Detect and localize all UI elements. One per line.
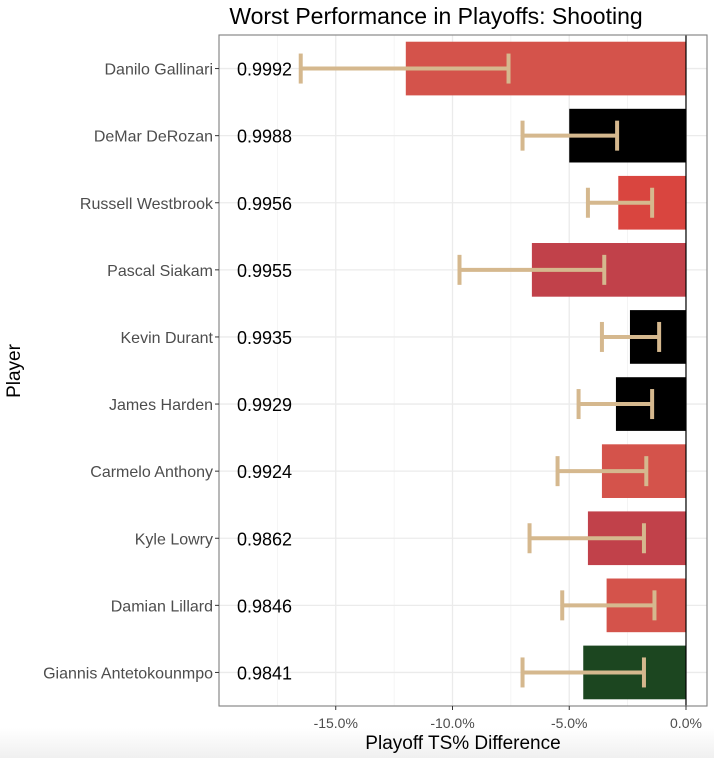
bar-label: 0.9846: [237, 596, 292, 616]
y-tick-label: Pascal Siakam: [107, 263, 213, 280]
x-axis: -15.0% -10.0% -5.0% 0.0%: [314, 706, 702, 731]
chart-title: Worst Performance in Playoffs: Shooting: [229, 3, 642, 29]
y-tick-label: DeMar DeRozan: [94, 129, 213, 146]
y-tick-label: Giannis Antetokounmpo: [43, 665, 213, 682]
panel-border: [218, 34, 708, 707]
y-tick-label: Carmelo Anthony: [90, 464, 213, 481]
error-bar: [298, 53, 511, 84]
error-bar: [560, 590, 657, 621]
bar-label: 0.9988: [237, 127, 292, 147]
bar-label: 0.9924: [237, 462, 292, 482]
x-tick-label: 0.0%: [670, 715, 702, 731]
bar-label: 0.9935: [237, 328, 292, 348]
error-bar: [576, 389, 655, 420]
error-bars: [298, 53, 662, 688]
bar-labels: 0.9992 0.9988 0.9956 0.9955 0.9935 0.9929 0.99…: [237, 60, 292, 684]
x-tick-label: -10.0%: [430, 715, 474, 731]
y-tick-label: Damian Lillard: [111, 598, 213, 615]
bar-label: 0.9955: [237, 261, 292, 281]
x-tick-label: -15.0%: [314, 715, 358, 731]
bar-label: 0.9956: [237, 194, 292, 214]
y-tick-label: James Harden: [109, 397, 213, 414]
error-bar: [457, 254, 607, 285]
error-bar: [520, 657, 646, 688]
error-bar: [585, 187, 655, 218]
error-bar: [555, 456, 649, 487]
bar-label: 0.9862: [237, 529, 292, 549]
bar-label: 0.9929: [237, 395, 292, 415]
y-tick-label: Russell Westbrook: [80, 196, 214, 213]
bar-label: 0.9841: [237, 663, 292, 683]
error-bar: [527, 523, 646, 554]
y-axis: Danilo Gallinari DeMar DeRozan Russell Wes…: [43, 62, 219, 682]
bar-label: 0.9992: [237, 60, 292, 80]
y-axis-title: Player: [4, 343, 25, 398]
y-tick-label: Kyle Lowry: [135, 531, 213, 548]
x-tick-label: -5.0%: [551, 715, 588, 731]
x-axis-title: Playoff TS% Difference: [365, 733, 560, 754]
error-bar: [520, 120, 620, 151]
y-tick-label: Danilo Gallinari: [105, 62, 214, 79]
error-bar: [599, 321, 662, 352]
y-tick-label: Kevin Durant: [121, 330, 214, 347]
